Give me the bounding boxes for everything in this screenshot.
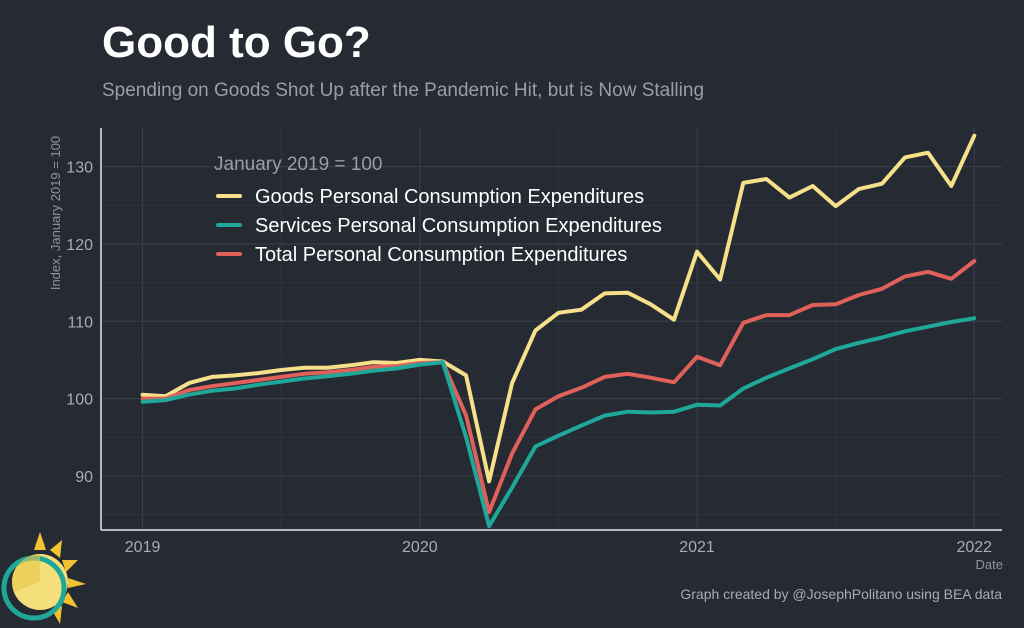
chart-subtitle: Spending on Goods Shot Up after the Pand… bbox=[102, 80, 705, 101]
y-tick-label: 120 bbox=[66, 237, 93, 254]
x-tick-label: 2022 bbox=[956, 539, 992, 556]
sun-logo-icon bbox=[1, 532, 86, 624]
source-credit: Graph created by @JosephPolitano using B… bbox=[680, 586, 1002, 602]
legend-label: Services Personal Consumption Expenditur… bbox=[255, 215, 662, 237]
y-tick-label: 90 bbox=[75, 469, 93, 486]
x-axis-title: Date bbox=[976, 557, 1003, 572]
y-tick-label: 130 bbox=[66, 160, 93, 177]
legend-label: Goods Personal Consumption Expenditures bbox=[255, 186, 644, 208]
y-tick-label: 110 bbox=[67, 314, 93, 331]
x-tick-label: 2021 bbox=[679, 539, 715, 556]
legend-label: Total Personal Consumption Expenditures bbox=[255, 244, 627, 266]
x-tick-label: 2020 bbox=[402, 539, 438, 556]
y-axis-title: Index, January 2019 = 100 bbox=[48, 136, 63, 290]
legend-title: January 2019 = 100 bbox=[214, 154, 383, 175]
x-tick-label: 2019 bbox=[125, 539, 161, 556]
y-tick-label: 100 bbox=[66, 392, 93, 409]
series-line bbox=[140, 259, 977, 515]
series-line bbox=[140, 316, 977, 529]
chart-title: Good to Go? bbox=[102, 18, 371, 67]
series-line bbox=[140, 133, 977, 484]
